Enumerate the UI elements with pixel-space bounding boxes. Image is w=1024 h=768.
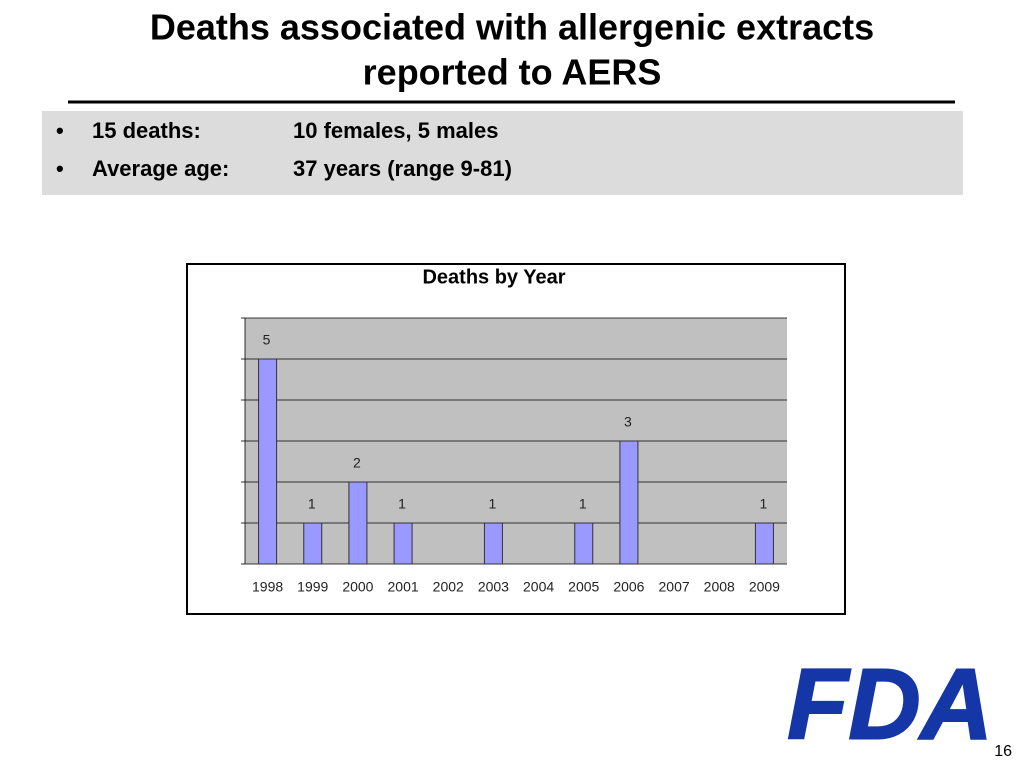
- bar: [483, 522, 503, 565]
- bullet-dot: •: [56, 156, 64, 181]
- slide-title: Deaths associated with allergenic extrac…: [150, 7, 874, 48]
- x-tick-label: 2003: [478, 579, 509, 595]
- bar: [393, 522, 413, 565]
- x-tick-label: 2007: [659, 579, 690, 595]
- data-label: 3: [624, 414, 632, 430]
- page-number: 16: [994, 743, 1012, 760]
- x-tick-label: 2005: [568, 579, 599, 595]
- data-label: 1: [579, 496, 587, 512]
- bullet-box: [42, 111, 963, 195]
- x-tick-label: 2002: [433, 579, 464, 595]
- data-label: 2: [353, 455, 361, 471]
- bullet-label: Average age:: [92, 156, 229, 181]
- bar: [348, 481, 368, 565]
- bar: [258, 358, 278, 565]
- chart-title: Deaths by Year: [422, 266, 565, 288]
- x-tick-label: 2000: [342, 579, 373, 595]
- bullet-text: 37 years (range 9-81): [293, 156, 512, 181]
- slide-title: reported to AERS: [363, 52, 662, 93]
- data-label: 1: [760, 496, 768, 512]
- data-label: 1: [489, 496, 497, 512]
- bar: [619, 440, 639, 565]
- data-label: 1: [308, 496, 316, 512]
- data-label: 5: [263, 332, 271, 348]
- x-tick-label: 2001: [388, 579, 419, 595]
- x-tick-label: 2004: [523, 579, 554, 595]
- data-label: 1: [398, 496, 406, 512]
- bullet-label: 15 deaths:: [92, 118, 201, 143]
- bar: [303, 522, 323, 565]
- bar: [754, 522, 774, 565]
- logo: FDA: [787, 648, 993, 760]
- x-tick-label: 2006: [613, 579, 644, 595]
- x-tick-label: 1998: [252, 579, 283, 595]
- x-tick-label: 1999: [297, 579, 328, 595]
- x-tick-label: 2008: [704, 579, 735, 595]
- bullet-text: 10 females, 5 males: [293, 118, 498, 143]
- bar: [574, 522, 594, 565]
- x-tick-label: 2009: [749, 579, 780, 595]
- bullet-dot: •: [56, 118, 64, 143]
